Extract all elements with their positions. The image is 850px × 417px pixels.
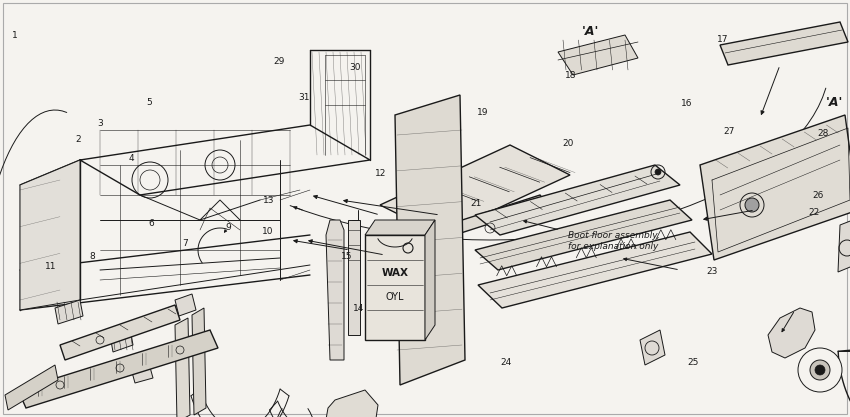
Polygon shape — [5, 365, 58, 410]
Polygon shape — [395, 95, 465, 385]
Polygon shape — [400, 195, 548, 250]
Text: 'A': 'A' — [582, 25, 599, 38]
Text: 20: 20 — [562, 139, 574, 148]
Polygon shape — [475, 200, 692, 270]
Text: 18: 18 — [565, 70, 577, 80]
Text: 23: 23 — [706, 266, 718, 276]
Text: 'A': 'A' — [826, 95, 843, 109]
Polygon shape — [18, 330, 218, 408]
Text: 16: 16 — [681, 99, 693, 108]
Polygon shape — [478, 232, 712, 308]
Polygon shape — [192, 308, 206, 415]
Polygon shape — [325, 390, 378, 417]
Text: 30: 30 — [349, 63, 361, 72]
Text: 21: 21 — [470, 199, 482, 208]
Text: 11: 11 — [45, 262, 57, 271]
Text: 8: 8 — [89, 252, 94, 261]
Text: WAX: WAX — [382, 267, 409, 277]
Text: 13: 13 — [263, 196, 275, 205]
Text: 25: 25 — [687, 358, 699, 367]
Text: 15: 15 — [341, 252, 353, 261]
Text: 9: 9 — [225, 223, 230, 232]
Text: 1: 1 — [13, 31, 18, 40]
Polygon shape — [60, 305, 180, 360]
Polygon shape — [326, 220, 344, 360]
Circle shape — [815, 365, 825, 375]
Text: 4: 4 — [129, 154, 134, 163]
Polygon shape — [720, 22, 848, 65]
Circle shape — [655, 169, 661, 175]
Circle shape — [810, 360, 830, 380]
Polygon shape — [700, 115, 850, 260]
Polygon shape — [558, 35, 638, 75]
Circle shape — [745, 198, 759, 212]
Text: 26: 26 — [812, 191, 824, 201]
Text: Boot floor assembly,
for explanation only: Boot floor assembly, for explanation onl… — [568, 231, 660, 251]
Text: 6: 6 — [149, 219, 154, 228]
Polygon shape — [768, 308, 815, 358]
Text: 19: 19 — [477, 108, 489, 117]
Text: 22: 22 — [808, 208, 820, 217]
Polygon shape — [475, 165, 680, 235]
Polygon shape — [365, 235, 425, 340]
Circle shape — [798, 348, 842, 392]
Text: 10: 10 — [262, 227, 274, 236]
Polygon shape — [130, 360, 153, 383]
Text: 17: 17 — [717, 35, 728, 44]
Polygon shape — [55, 300, 83, 324]
Polygon shape — [380, 145, 570, 235]
Polygon shape — [110, 328, 133, 352]
Text: 12: 12 — [375, 168, 387, 178]
Text: 31: 31 — [298, 93, 310, 103]
Polygon shape — [348, 220, 360, 335]
Text: 28: 28 — [817, 129, 829, 138]
Polygon shape — [838, 218, 850, 272]
Text: 24: 24 — [500, 358, 512, 367]
Text: 5: 5 — [146, 98, 151, 107]
Text: 29: 29 — [273, 57, 285, 66]
Polygon shape — [175, 318, 190, 417]
Text: 3: 3 — [98, 118, 103, 128]
Text: 2: 2 — [76, 135, 81, 144]
Text: 27: 27 — [723, 127, 735, 136]
Polygon shape — [20, 160, 80, 310]
Polygon shape — [175, 294, 196, 316]
Text: 14: 14 — [353, 304, 365, 313]
Text: OYL: OYL — [386, 292, 405, 302]
Polygon shape — [425, 220, 435, 340]
Polygon shape — [365, 220, 435, 235]
Polygon shape — [640, 330, 665, 365]
Text: 7: 7 — [183, 239, 188, 249]
